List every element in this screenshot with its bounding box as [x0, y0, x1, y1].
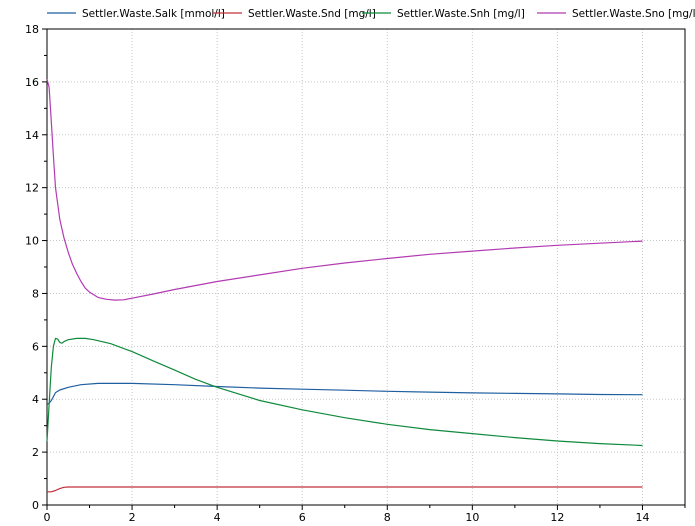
x-tick-label: 12 [550, 511, 564, 524]
y-tick-label: 16 [25, 76, 39, 89]
x-tick-label: 14 [635, 511, 649, 524]
legend: Settler.Waste.Salk [mmol/l] Settler.Waste… [47, 8, 695, 20]
x-tick-label: 2 [129, 511, 136, 524]
plot-frame [46, 28, 686, 506]
series-line-3 [46, 79, 643, 301]
legend-label-3: Settler.Waste.Sno [mg/l] [572, 8, 695, 20]
y-tick-label: 4 [32, 393, 39, 406]
series-line-1 [47, 486, 643, 493]
x-tick-label: 8 [384, 511, 391, 524]
y-tick-label: 10 [25, 235, 39, 248]
legend-label-1: Settler.Waste.Snd [mg/l] [248, 8, 376, 20]
legend-label-0: Settler.Waste.Salk [mmol/l] [82, 8, 225, 20]
y-tick-label: 2 [32, 446, 39, 459]
y-tick-label: 18 [25, 23, 39, 36]
series-layer [46, 79, 643, 493]
grid-layer [47, 29, 685, 505]
y-tick-label: 8 [32, 287, 39, 300]
x-tick-label: 10 [465, 511, 479, 524]
series-line-2 [46, 337, 643, 447]
y-tick-label: 0 [32, 499, 39, 512]
y-tick-label: 14 [25, 129, 39, 142]
y-tick-label: 6 [32, 340, 39, 353]
x-tick-label: 0 [44, 511, 51, 524]
ticks-layer: 0 2 4 6 8 10 12 14 0 2 4 6 8 10 12 14 16 18 [25, 23, 686, 524]
y-tick-label: 12 [25, 182, 39, 195]
x-tick-label: 4 [214, 511, 221, 524]
legend-label-2: Settler.Waste.Snh [mg/l] [397, 8, 525, 20]
series-line-0 [46, 382, 643, 406]
x-tick-label: 6 [299, 511, 306, 524]
